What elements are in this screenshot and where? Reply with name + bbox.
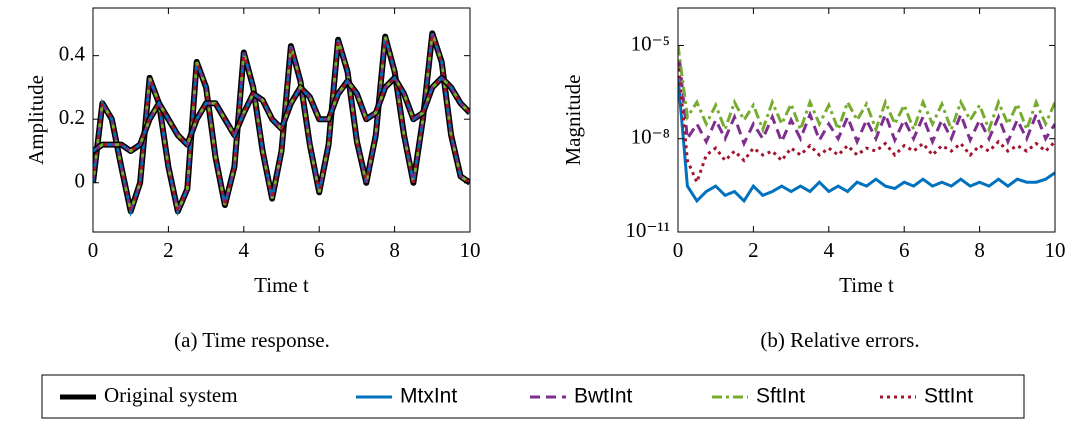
x-axis-label: Time t bbox=[254, 273, 309, 297]
y-axis-label: Amplitude bbox=[24, 75, 48, 165]
caption: (a) Time response. bbox=[174, 328, 330, 352]
x-tick-label: 4 bbox=[239, 238, 250, 262]
y-tick-label: 10⁻¹¹ bbox=[625, 218, 670, 242]
legend-label: Original system bbox=[104, 383, 238, 407]
x-tick-label: 10 bbox=[1045, 238, 1066, 262]
legend-label: MtxInt bbox=[400, 385, 457, 408]
y-tick-label: 10⁻⁵ bbox=[631, 31, 670, 55]
y-tick-label: 0.4 bbox=[59, 41, 86, 65]
x-tick-label: 2 bbox=[163, 238, 174, 262]
y-tick-label: 0.2 bbox=[59, 105, 85, 129]
model-line bbox=[93, 32, 470, 218]
line bbox=[678, 76, 1055, 204]
axes-frame bbox=[92, 7, 471, 233]
x-tick-label: 0 bbox=[88, 238, 99, 262]
x-tick-label: 4 bbox=[824, 238, 835, 262]
plot-area bbox=[678, 45, 1055, 204]
x-tick-label: 2 bbox=[748, 238, 759, 262]
x-tick-label: 8 bbox=[974, 238, 985, 262]
y-tick-label: 0 bbox=[75, 169, 86, 193]
legend-label: SftInt bbox=[756, 385, 805, 408]
x-tick-label: 6 bbox=[899, 238, 910, 262]
line bbox=[678, 45, 1055, 148]
x-tick-label: 8 bbox=[389, 238, 400, 262]
x-axis-label: Time t bbox=[839, 273, 894, 297]
y-axis-label: Magnitude bbox=[561, 75, 585, 166]
y-tick-label: 10⁻⁸ bbox=[631, 125, 670, 149]
line bbox=[678, 45, 1055, 134]
caption: (b) Relative errors. bbox=[760, 328, 919, 352]
legend-label: BwtInt bbox=[574, 385, 633, 408]
axes-frame bbox=[677, 7, 1056, 233]
model-line bbox=[93, 32, 470, 218]
legend-label: SttInt bbox=[924, 385, 973, 408]
x-tick-label: 10 bbox=[460, 238, 481, 262]
x-tick-label: 6 bbox=[314, 238, 325, 262]
model-line bbox=[93, 75, 470, 153]
plot-area bbox=[93, 30, 470, 218]
line bbox=[678, 61, 1055, 187]
x-tick-label: 0 bbox=[673, 238, 684, 262]
